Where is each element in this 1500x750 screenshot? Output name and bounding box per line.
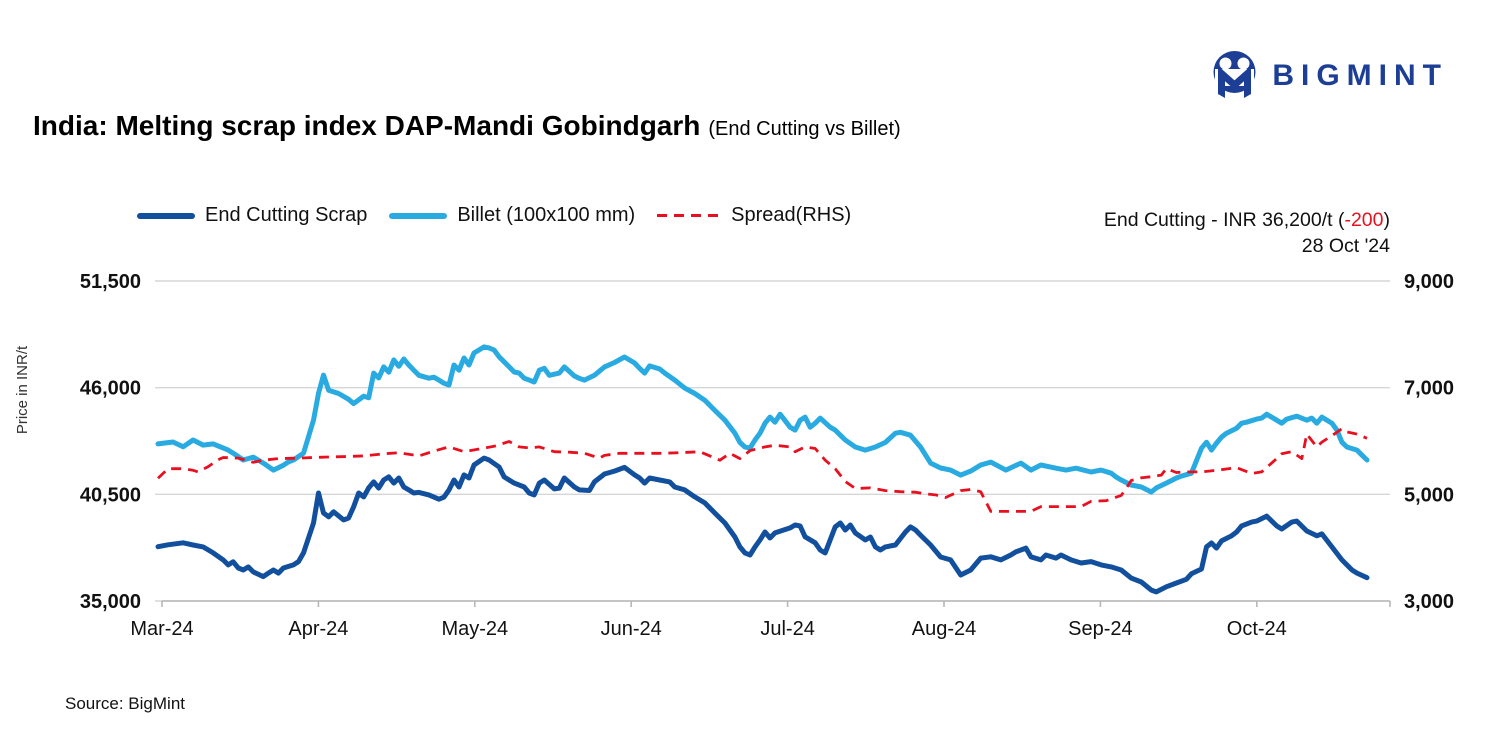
x-axis-month-label: Mar-24 [130,618,193,640]
y-axis-left-tick-label: 46,000 [80,378,141,400]
bigmint-logo-icon [1213,51,1256,98]
legend-swatch-end-cutting [137,212,195,219]
legend-label: Spread(RHS) [731,204,852,226]
x-axis-month-label: Oct-24 [1227,618,1287,640]
y-axis-right-tick-label: 5,000 [1404,484,1454,506]
y-axis-right-tick-label: 9,000 [1404,271,1454,293]
bigmint-logo-text: BIGMINT [1272,59,1448,92]
y-axis-right-tick-label: 7,000 [1404,378,1454,400]
source-note: Source: BigMint [65,694,185,713]
title-subtitle: (End Cutting vs Billet) [708,118,901,140]
annotation-change: -200 [1344,209,1384,231]
page-title: India: Melting scrap index DAP-Mandi Gob… [33,110,901,142]
y-axis-title: Price in INR/t [14,345,31,434]
title-main: India: Melting scrap index DAP-Mandi Gob… [33,110,701,141]
x-axis-month-label: Aug-24 [912,618,977,640]
x-axis [161,600,1391,607]
legend-swatch-billet [389,212,448,219]
legend-item-spread: Spread(RHS) [657,204,851,227]
x-axis-month-label: May-24 [441,618,508,640]
y-axis-left-tick-label: 35,000 [80,591,141,613]
y-axis-right-tick-label: 3,000 [1404,591,1454,613]
legend-label: Billet (100x100 mm) [457,204,636,226]
x-axis-month-label: Jul-24 [760,618,814,640]
series-spread-rhs- [157,427,1368,513]
bigmint-logo: BIGMINT [1211,50,1448,102]
legend-swatch-spread [657,214,722,217]
y-axis-left-tick-label: 40,500 [80,484,141,506]
legend-label: End Cutting Scrap [205,204,368,226]
legend-item-billet: Billet (100x100 mm) [389,204,635,227]
annotation-line1: End Cutting - INR 36,200/t (-200) [1103,209,1390,231]
axis-labels: 35,000 40,500 46,000 51,500 3,000 5,000 7,000 9… [14,271,1454,640]
chart-legend: End Cutting Scrap Billet (100x100 mm) Sp… [137,204,873,227]
x-axis-month-label: Sep-24 [1068,618,1133,640]
annotation-date: 28 Oct '24 [1301,235,1390,257]
x-axis-month-label: Jun-24 [601,618,662,640]
series-billet-100x100-mm- [155,344,1370,495]
legend-item-end-cutting: End Cutting Scrap [137,204,367,227]
series-end-cutting-scrap [155,455,1370,595]
y-axis-left-tick-label: 51,500 [80,271,141,293]
x-axis-month-label: Apr-24 [288,618,348,640]
price-annotation: End Cutting - INR 36,200/t (-200) 28 Oct… [1104,207,1390,259]
chart-series [155,344,1370,595]
